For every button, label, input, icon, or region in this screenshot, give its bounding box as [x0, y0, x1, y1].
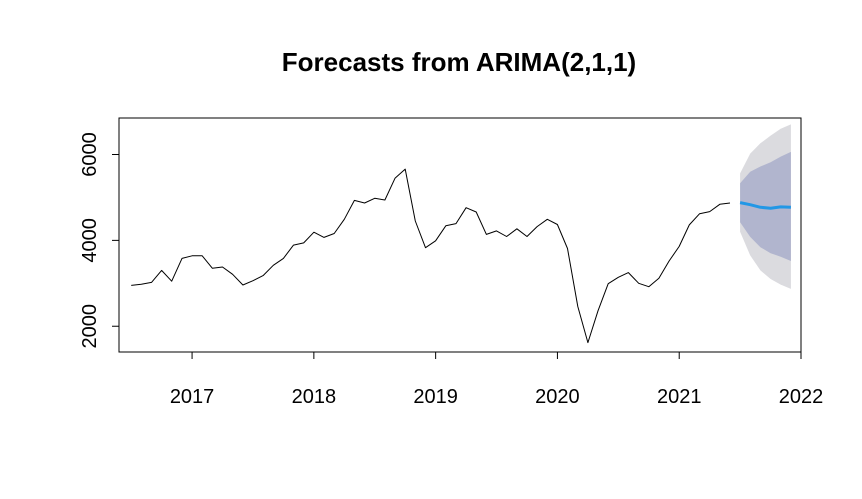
- plot-frame: [118, 117, 802, 353]
- series-lines: [131, 168, 791, 344]
- x-tick-label: 2018: [292, 386, 337, 408]
- x-axis: 2017 2018 2019 2020 2021 2022: [170, 351, 824, 408]
- x-tick-label: 2020: [535, 386, 580, 408]
- x-tick-label: 2021: [657, 386, 702, 408]
- y-tick-label: 2000: [79, 304, 101, 349]
- y-tick-label: 6000: [79, 132, 101, 177]
- x-tick-label: 2019: [413, 386, 458, 408]
- y-tick-label: 4000: [79, 218, 101, 263]
- y-axis: 2000 4000 6000: [79, 132, 120, 349]
- x-tick-label: 2017: [170, 386, 215, 408]
- chart-title: Forecasts from ARIMA(2,1,1): [282, 47, 636, 77]
- x-tick-label: 2022: [779, 386, 824, 408]
- series-line-observed: [131, 168, 731, 344]
- series-line-forecast: [739, 201, 791, 210]
